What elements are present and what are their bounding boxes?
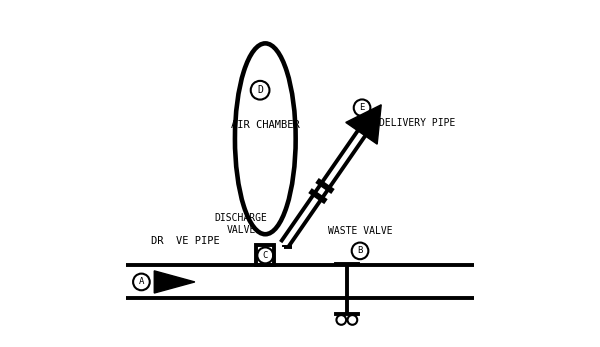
Text: A: A <box>139 278 144 286</box>
Text: DISCHARGE
VALVE: DISCHARGE VALVE <box>215 213 268 235</box>
Polygon shape <box>154 271 195 293</box>
Text: D: D <box>257 85 263 95</box>
Text: B: B <box>358 246 363 255</box>
Text: AIR CHAMBER: AIR CHAMBER <box>231 120 299 130</box>
Polygon shape <box>346 105 381 144</box>
Text: WASTE VALVE: WASTE VALVE <box>328 226 392 236</box>
Text: DELIVERY PIPE: DELIVERY PIPE <box>379 118 456 128</box>
Text: DR  VE PIPE: DR VE PIPE <box>151 236 220 246</box>
Bar <box>256 245 274 265</box>
Text: C: C <box>263 251 268 260</box>
Text: E: E <box>359 103 365 112</box>
